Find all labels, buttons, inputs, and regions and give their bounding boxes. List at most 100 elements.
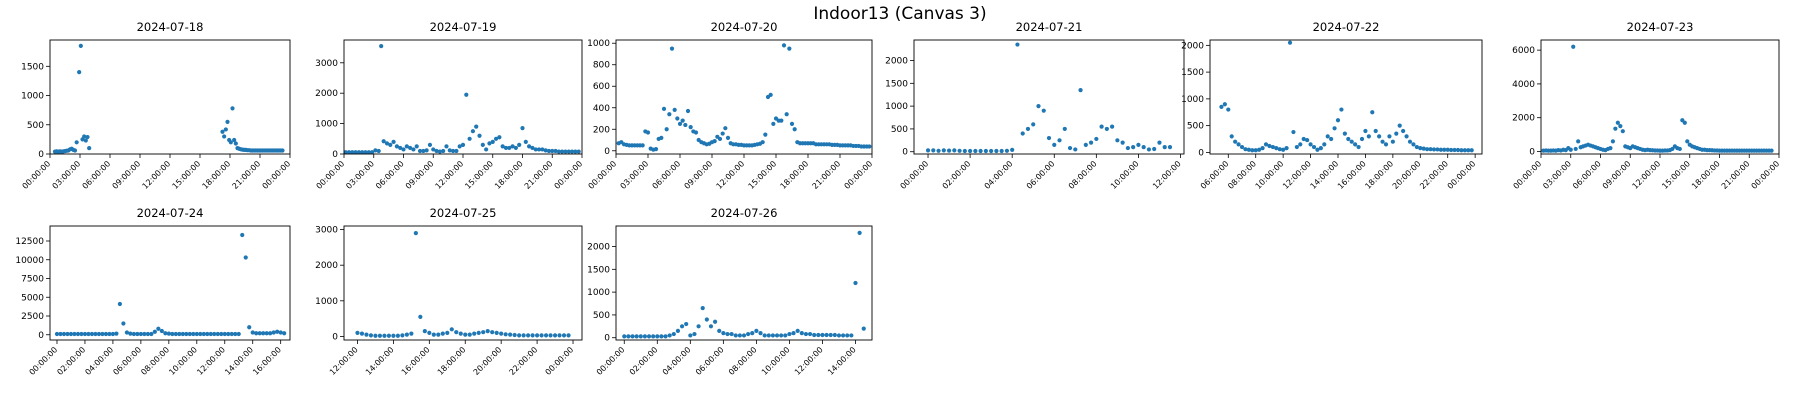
x-tick-label: 18:00:00 (201, 159, 233, 191)
data-point (1677, 146, 1682, 152)
subplot-title: 2024-07-25 (430, 206, 497, 220)
x-tick-label: 18:00:00 (1690, 159, 1722, 191)
x-tick-label: 00:00:00 (1446, 159, 1478, 191)
data-point (250, 330, 255, 335)
data-point (1226, 107, 1231, 112)
y-tick-label: 7500 (21, 275, 44, 285)
data-point (812, 332, 817, 338)
data-point (1025, 126, 1031, 132)
x-tick-label: 06:00:00 (651, 159, 683, 191)
data-point (1401, 128, 1406, 134)
data-point (431, 332, 436, 337)
data-point (463, 332, 468, 337)
data-point (1438, 147, 1443, 152)
x-tick-label: 04:00:00 (983, 159, 1015, 191)
x-tick-label: 18:00:00 (493, 159, 525, 191)
data-point (1387, 134, 1392, 139)
data-point (368, 333, 374, 338)
data-point (1377, 134, 1382, 139)
data-point (1311, 144, 1317, 150)
data-point (1366, 134, 1371, 139)
data-point (107, 331, 112, 337)
y-tick-label: 1000 (315, 120, 338, 130)
data-point (717, 136, 723, 142)
data-point (447, 148, 452, 153)
y-tick-label: 400 (593, 104, 610, 114)
data-point (484, 147, 489, 152)
data-point (282, 331, 287, 336)
data-point (212, 331, 217, 337)
data-point (58, 331, 63, 337)
x-tick-label: 16:00:00 (400, 345, 432, 377)
y-tick-label: 600 (593, 82, 610, 92)
data-point (729, 331, 734, 337)
data-point (1431, 147, 1437, 152)
data-point (626, 334, 631, 339)
y-tick-label: 800 (593, 61, 610, 71)
data-point (194, 331, 199, 337)
data-point (114, 331, 119, 336)
data-point (1131, 145, 1136, 150)
data-point (795, 328, 800, 333)
data-point (659, 334, 664, 339)
data-point (1236, 142, 1241, 147)
x-tick-label: 00:00:00 (21, 159, 53, 191)
x-tick-label: 21:00:00 (811, 159, 843, 191)
data-point (1152, 146, 1157, 152)
x-tick-label: 06:00:00 (374, 159, 406, 191)
data-point (434, 148, 439, 154)
y-tick-label: 1500 (587, 265, 610, 275)
data-point (215, 331, 220, 337)
x-tick-label: 12:00:00 (195, 345, 227, 377)
data-point (1411, 142, 1416, 147)
data-point (1046, 135, 1052, 141)
x-tick-label: 12:00:00 (715, 159, 747, 191)
data-point (1287, 40, 1293, 45)
x-tick-label: 09:00:00 (111, 159, 143, 191)
data-point (983, 148, 988, 154)
data-point (1294, 144, 1299, 150)
y-tick-label: 0 (38, 331, 44, 341)
data-point (513, 145, 518, 151)
data-point (417, 148, 423, 154)
data-point (343, 150, 348, 155)
y-tick-label: 0 (902, 148, 908, 158)
data-point (1428, 147, 1433, 152)
x-tick-label: 22:00:00 (1418, 159, 1450, 191)
data-point (454, 330, 459, 335)
y-tick-label: 2000 (315, 89, 338, 99)
data-point (454, 148, 459, 154)
y-tick-label: 1000 (21, 92, 44, 102)
data-point (124, 330, 129, 335)
data-point (149, 331, 154, 337)
data-point (1370, 110, 1375, 115)
data-point (243, 255, 248, 260)
data-point (369, 150, 375, 155)
data-point (1571, 44, 1576, 49)
data-point (556, 149, 561, 154)
data-point (135, 331, 140, 337)
data-point (638, 334, 643, 339)
data-point (973, 148, 978, 154)
data-point (156, 326, 161, 331)
x-tick-label: 10:00:00 (1109, 159, 1141, 191)
data-point (779, 118, 784, 123)
x-tick-label: 08:00:00 (727, 345, 759, 377)
data-point (278, 330, 283, 335)
data-point (1078, 88, 1083, 93)
x-tick-label: 00:00:00 (544, 345, 576, 377)
data-point (409, 331, 414, 336)
x-tick-label: 18:00:00 (779, 159, 811, 191)
data-point (941, 148, 946, 153)
data-point (229, 331, 234, 337)
x-tick-label: 12:00:00 (141, 159, 173, 191)
data-point (1167, 145, 1173, 150)
y-tick-label: 0 (332, 150, 338, 160)
data-point (536, 147, 542, 152)
data-point (787, 46, 792, 51)
data-point (717, 328, 722, 333)
x-tick-label: 14:00:00 (223, 345, 255, 377)
data-point (1435, 147, 1440, 152)
x-tick-label: 03:00:00 (344, 159, 376, 191)
